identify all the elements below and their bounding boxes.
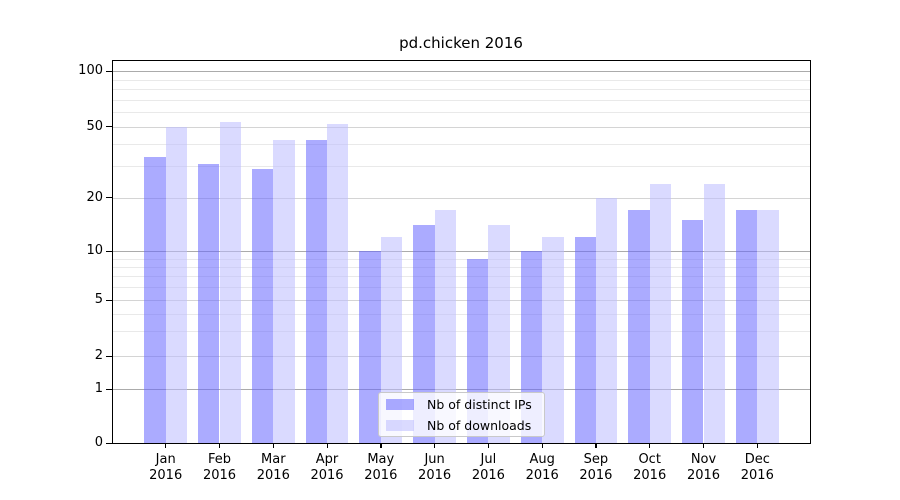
bar-downloads-Jan: [165, 126, 188, 443]
gridline-mid-50: [113, 126, 810, 128]
x-tick-mark-Mar: [272, 443, 275, 448]
bar-ips-Mar: [251, 168, 274, 443]
x-tick-mark-Aug: [541, 443, 543, 448]
y-tick-label-0: 0: [94, 435, 103, 450]
y-tick-mark-20: [106, 197, 113, 199]
legend-row-distinct-ips: Nb of distinct IPs: [379, 395, 544, 413]
bar-downloads-Apr: [327, 123, 349, 443]
x-tick-label-Apr: Apr 2016: [310, 452, 344, 483]
gridline-minor-90: [113, 79, 810, 81]
bar-downloads-Oct: [649, 183, 672, 443]
gridline-minor-30: [113, 166, 810, 168]
bar-downloads-Aug: [542, 237, 564, 443]
y-tick-mark-2: [106, 355, 113, 357]
legend-swatch-distinct-ips: [386, 398, 414, 410]
x-tick-mark-Jun: [434, 443, 436, 448]
x-tick-label-Jun: Jun 2016: [418, 452, 452, 483]
gridline-major-100: [113, 71, 810, 72]
y-tick-mark-50: [106, 126, 113, 128]
legend-swatch-downloads: [386, 419, 414, 431]
y-tick-label-5: 5: [94, 292, 103, 308]
bar-ips-Sep: [574, 237, 596, 443]
gridline-mid-2: [113, 356, 810, 357]
bar-ips-Apr: [305, 140, 327, 443]
bar-ips-Jan: [144, 156, 166, 443]
gridline-minor-4: [113, 313, 810, 315]
bar-downloads-May: [380, 237, 403, 443]
y-tick-mark-0: [106, 442, 113, 444]
bar-downloads-Dec: [757, 210, 779, 443]
bar-ips-Dec: [735, 210, 758, 443]
x-tick-label-Jul: Jul 2016: [471, 452, 505, 483]
chart-title: pd.chicken 2016: [399, 34, 523, 52]
y-tick-label-1: 1: [94, 381, 103, 397]
bar-downloads-Sep: [595, 197, 618, 443]
x-tick-mark-Dec: [756, 443, 759, 448]
legend-row-downloads: Nb of downloads: [379, 416, 544, 434]
gridline-minor-8: [113, 266, 810, 268]
gridline-major-10: [113, 251, 810, 252]
y-tick-label-2: 2: [94, 348, 103, 363]
bar-ips-Feb: [198, 163, 220, 443]
legend-label-distinct-ips: Nb of distinct IPs: [427, 396, 532, 412]
y-tick-mark-100: [106, 70, 113, 72]
y-tick-label-100: 100: [78, 63, 103, 78]
bar-downloads-Mar: [273, 140, 295, 443]
x-tick-mark-Apr: [326, 443, 328, 448]
x-tick-mark-Jul: [487, 443, 490, 448]
gridline-minor-70: [113, 99, 810, 101]
x-tick-label-Nov: Nov 2016: [686, 452, 721, 483]
bar-downloads-Feb: [219, 122, 241, 443]
gridline-major-1: [113, 389, 810, 391]
x-tick-mark-Jan: [165, 443, 167, 448]
x-tick-label-Oct: Oct 2016: [633, 452, 667, 483]
x-tick-label-Aug: Aug 2016: [525, 452, 559, 483]
x-tick-mark-Feb: [219, 443, 221, 448]
gridline-minor-60: [113, 112, 810, 113]
y-tick-mark-5: [106, 299, 113, 302]
bar-downloads-Jul: [488, 225, 510, 443]
gridline-minor-9: [113, 258, 810, 260]
y-tick-mark-1: [106, 388, 113, 391]
bar-ips-May: [359, 251, 381, 443]
bar-ips-Oct: [628, 210, 650, 443]
bar-downloads-Jun: [434, 210, 456, 443]
bar-downloads-Nov: [703, 183, 725, 443]
gridline-minor-7: [113, 276, 810, 278]
x-tick-mark-May: [380, 443, 382, 448]
x-tick-label-Sep: Sep 2016: [579, 452, 613, 483]
gridline-minor-3: [113, 331, 810, 333]
x-tick-label-Feb: Feb 2016: [202, 452, 237, 483]
x-tick-mark-Oct: [649, 443, 651, 448]
x-tick-mark-Nov: [703, 443, 705, 448]
gridline-mid-20: [113, 197, 810, 199]
y-tick-label-50: 50: [86, 118, 103, 134]
y-tick-label-10: 10: [86, 243, 103, 258]
bar-ips-Nov: [682, 219, 704, 443]
x-tick-label-Jan: Jan 2016: [149, 452, 183, 483]
gridline-minor-6: [113, 287, 810, 289]
y-tick-label-20: 20: [86, 189, 103, 205]
y-tick-mark-10: [106, 250, 113, 252]
legend-label-downloads: Nb of downloads: [427, 417, 532, 433]
legend: Nb of distinct IPs Nb of downloads: [378, 392, 545, 437]
gridline-minor-40: [113, 144, 810, 145]
gridline-mid-5: [113, 300, 810, 302]
x-tick-label-Mar: Mar 2016: [256, 452, 290, 483]
x-tick-label-May: May 2016: [364, 452, 398, 483]
bar-ips-Jun: [413, 225, 435, 443]
x-tick-mark-Sep: [595, 443, 597, 448]
x-tick-label-Dec: Dec 2016: [740, 452, 774, 483]
gridline-minor-80: [113, 88, 810, 90]
